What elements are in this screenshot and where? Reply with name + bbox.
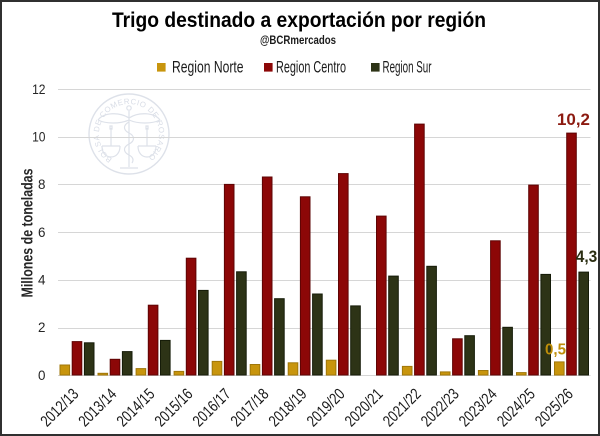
svg-text:0,5: 0,5 [545,342,566,359]
svg-text:0: 0 [38,368,45,383]
svg-text:8: 8 [38,177,45,192]
svg-text:Millones de toneladas: Millones de toneladas [20,168,37,297]
svg-text:Region Centro: Region Centro [276,59,346,77]
svg-text:10: 10 [32,130,45,145]
svg-text:6: 6 [38,225,45,240]
svg-text:2: 2 [38,320,45,335]
svg-text:Region Sur: Region Sur [383,59,432,77]
svg-text:4,3: 4,3 [576,248,598,266]
svg-text:Region Norte: Region Norte [172,59,244,77]
svg-text:Trigo destinado a exportación: Trigo destinado a exportación por región [112,8,486,32]
svg-text:4: 4 [38,273,46,288]
svg-text:12: 12 [32,82,45,97]
svg-text:10,2: 10,2 [557,111,590,129]
svg-text:@BCRmercados: @BCRmercados [260,35,336,47]
